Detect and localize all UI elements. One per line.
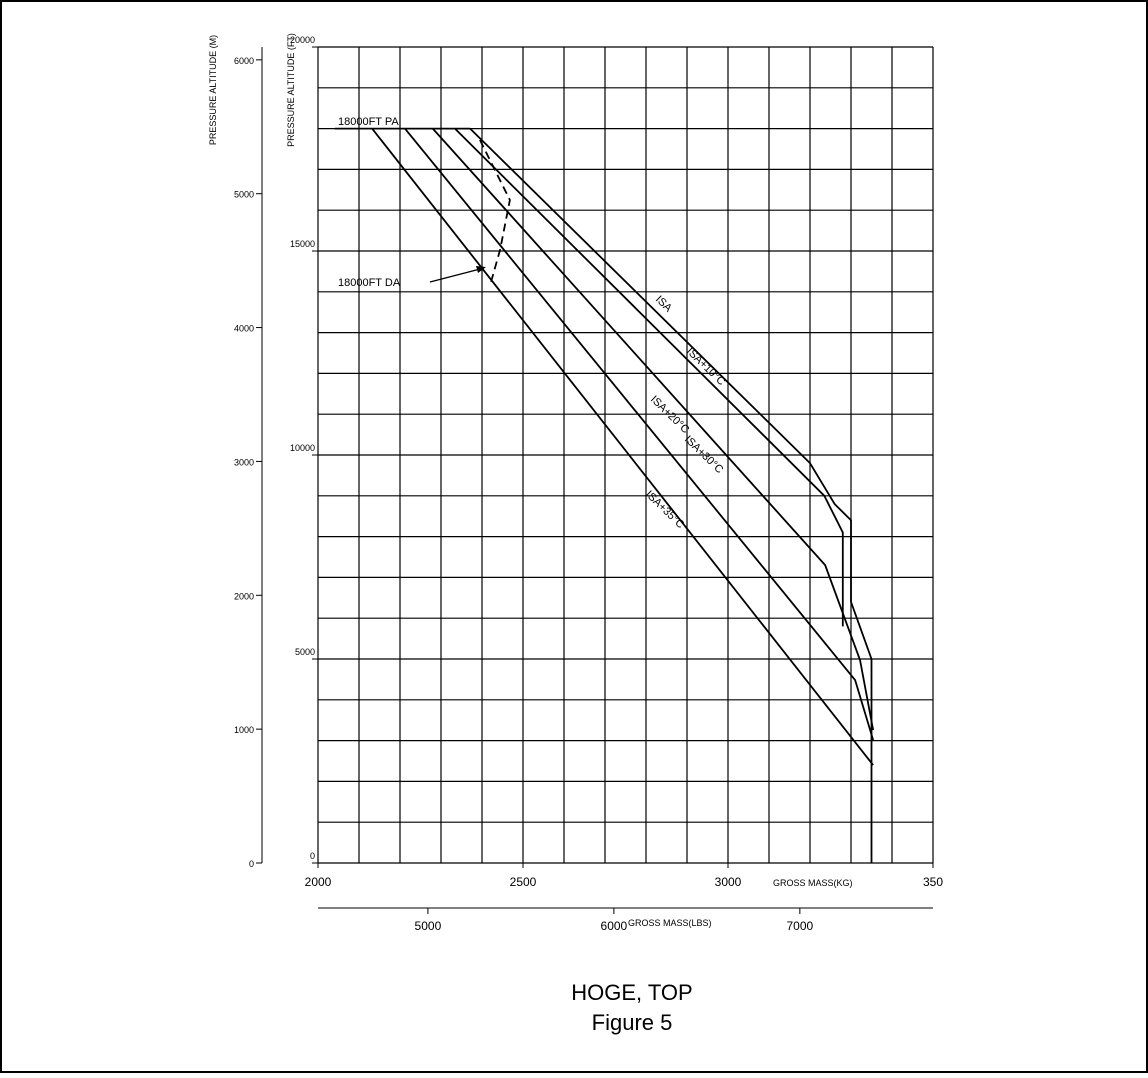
- series-line: [469, 127, 873, 863]
- x-tick-label: 2500: [510, 875, 537, 889]
- series-line: [479, 139, 511, 286]
- series-label: 18000FT PA: [338, 116, 399, 128]
- y-tick-label: 15000: [290, 239, 315, 249]
- series-line: [404, 128, 875, 741]
- x2-tick-label: 6000: [601, 919, 628, 933]
- y2-tick-label: 1000: [234, 725, 254, 735]
- y-tick-label: 10000: [290, 443, 315, 453]
- caption: Figure 5: [592, 1010, 673, 1035]
- x2-tick-label: 7000: [786, 919, 813, 933]
- y-axis-title: PRESSURE ALTITUDE (FT): [286, 33, 296, 147]
- series-line: [454, 127, 844, 627]
- y2-tick-label: 2000: [234, 591, 254, 601]
- y2-tick-label: 4000: [234, 324, 254, 334]
- y-tick-label: 0: [310, 851, 315, 861]
- series-line: [432, 127, 875, 731]
- series-label: 18000FT DA: [338, 277, 401, 289]
- arrow-head: [476, 266, 486, 273]
- x-tick-label: 3000: [715, 875, 742, 889]
- x2-tick-label: 5000: [415, 919, 442, 933]
- y2-axis-title: PRESSURE ALTITUDE (M): [208, 35, 218, 145]
- y-tick-label: 5000: [295, 647, 315, 657]
- y2-tick-label: 0: [249, 859, 254, 869]
- series-line: [371, 128, 874, 766]
- y2-tick-label: 5000: [234, 190, 254, 200]
- y-tick-label: 20000: [290, 35, 315, 45]
- chart-title: HOGE, TOP: [571, 980, 692, 1005]
- y2-tick-label: 6000: [234, 56, 254, 66]
- x-tick-label: 350: [923, 875, 943, 889]
- x2-axis-title: GROSS MASS(LBS): [628, 918, 712, 928]
- x-axis-title: GROSS MASS(KG): [773, 878, 853, 888]
- y2-tick-label: 3000: [234, 457, 254, 467]
- x-tick-label: 2000: [305, 875, 332, 889]
- arrow: [429, 267, 485, 283]
